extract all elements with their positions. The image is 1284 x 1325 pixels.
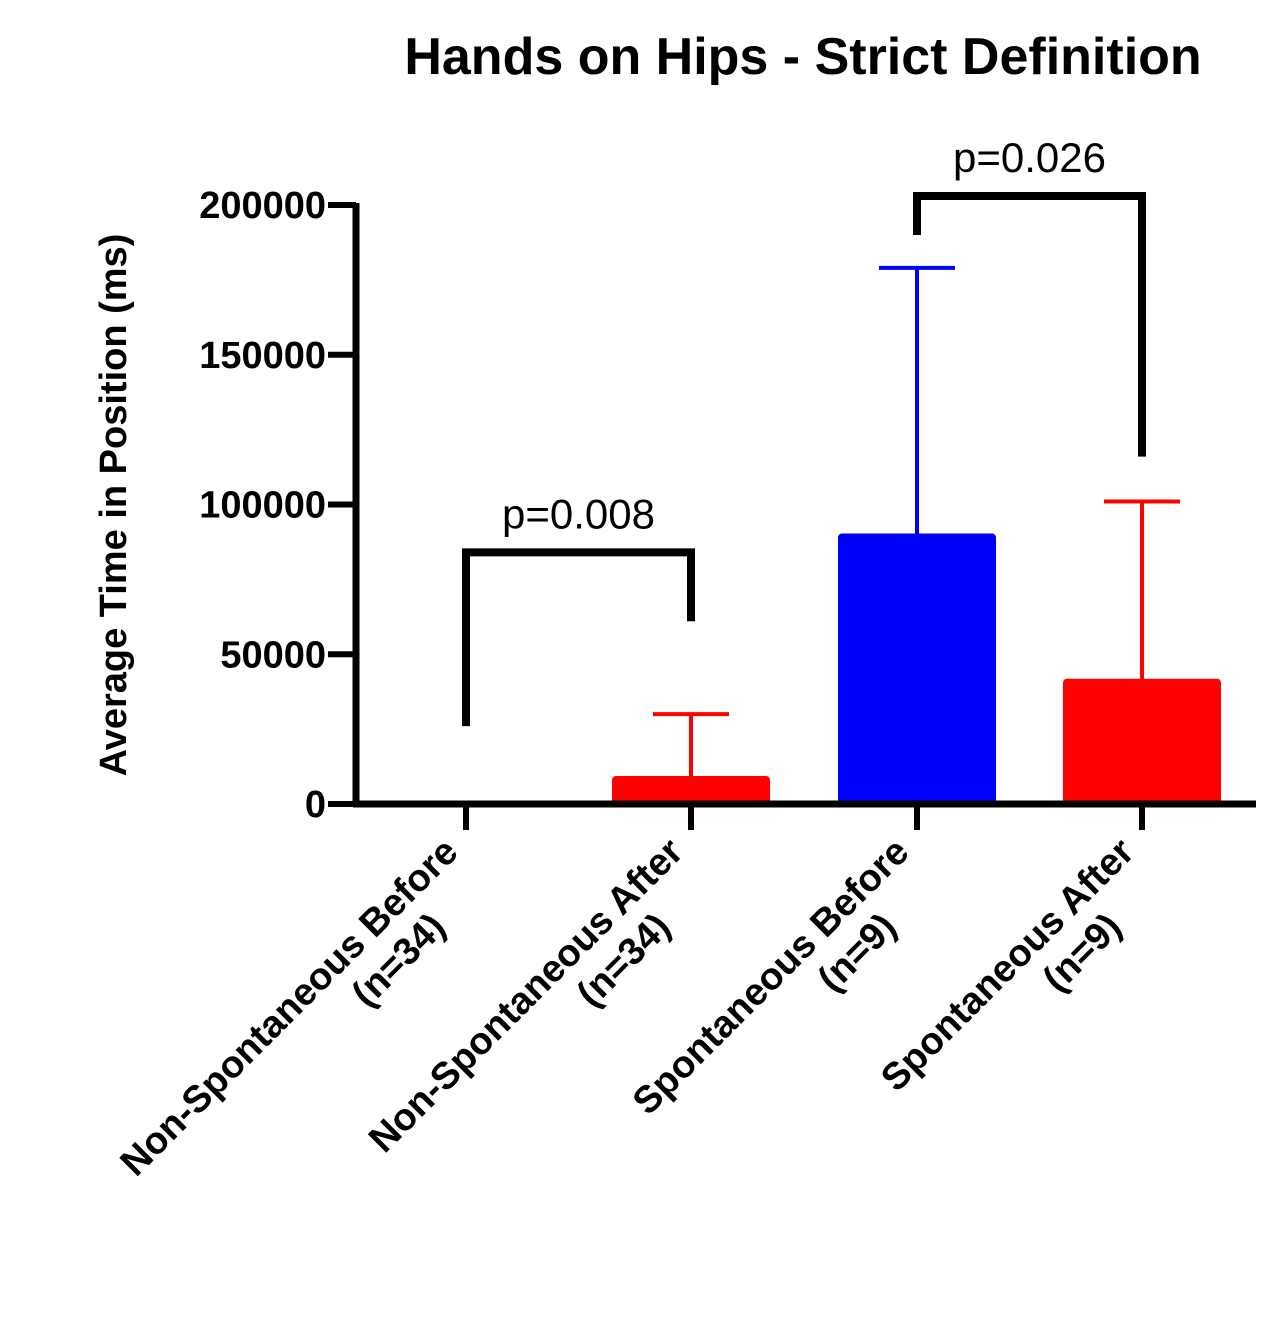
- bar: [838, 533, 996, 805]
- chart-title: Hands on Hips - Strict Definition: [404, 28, 1201, 86]
- y-tick-label: 50000: [220, 634, 326, 676]
- y-tick-label: 150000: [199, 335, 326, 377]
- x-tick-label: Spontaneous Before(n=9): [625, 831, 949, 1155]
- x-tick-label: Spontaneous After(n=9): [873, 831, 1173, 1131]
- y-tick-label: 200000: [199, 185, 326, 227]
- bar: [1063, 678, 1221, 806]
- significance-bracket: [462, 548, 695, 727]
- y-axis-label: Average Time in Position (ms): [93, 234, 135, 777]
- y-tick-label: 0: [305, 784, 326, 826]
- x-tick-label-line1: Spontaneous After: [873, 831, 1142, 1100]
- bar: [612, 776, 770, 805]
- p-value-label: p=0.026: [953, 134, 1106, 181]
- x-tick-label: Non-Spontaneous Before(n=34): [113, 831, 498, 1216]
- y-tick-label: 100000: [199, 485, 326, 527]
- significance-bracket: [913, 192, 1146, 457]
- p-value-label: p=0.008: [502, 490, 655, 537]
- plot-area: 0 50000 100000 150000 200000 Non-Spontaneous …: [113, 134, 1256, 1216]
